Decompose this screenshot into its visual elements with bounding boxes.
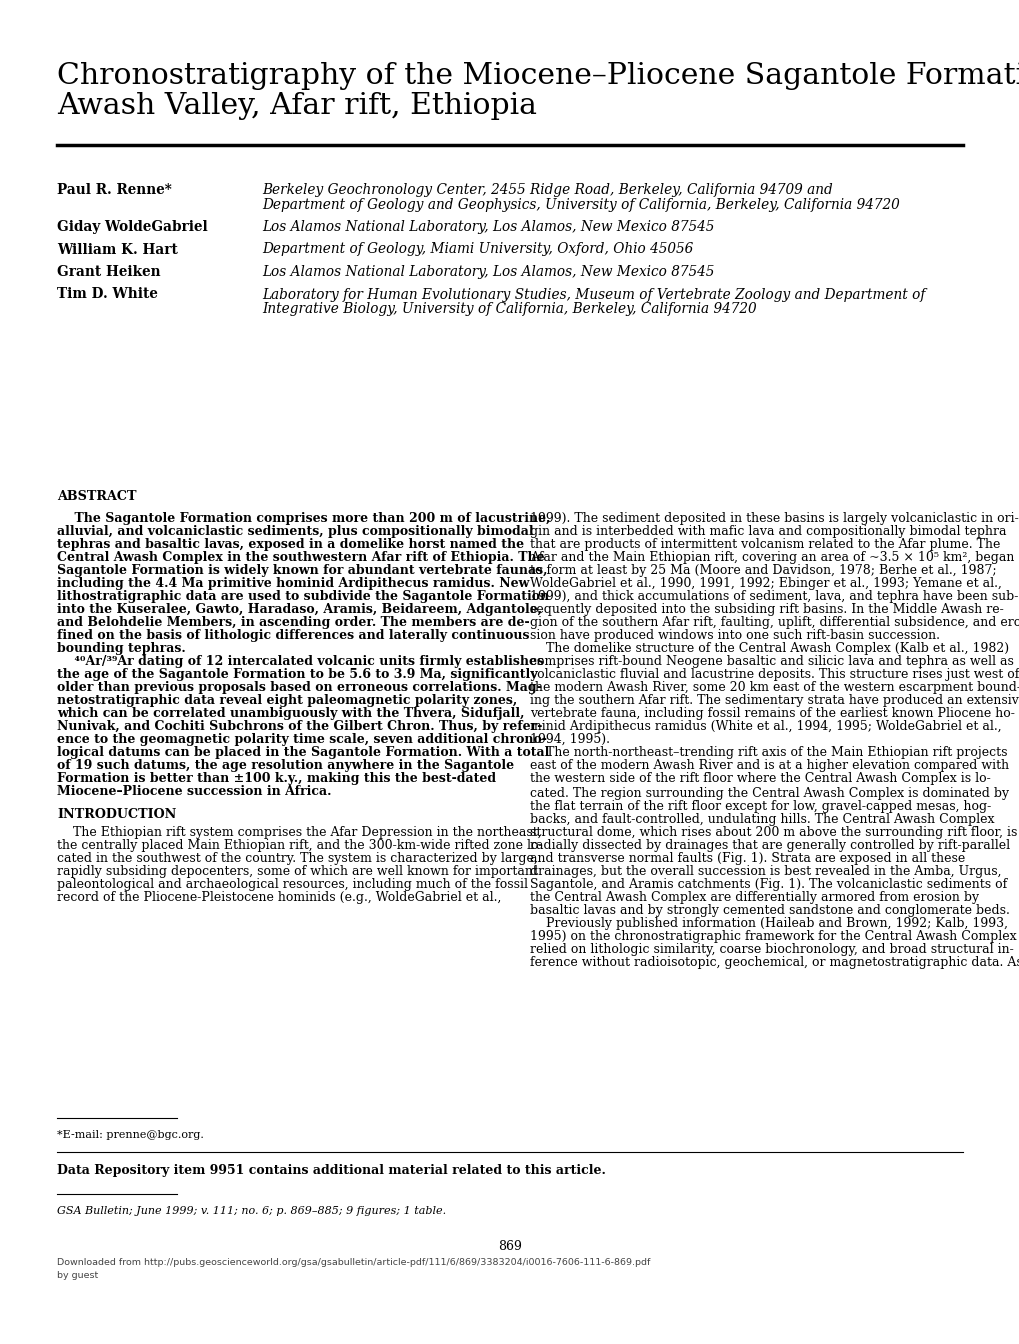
Text: ence to the geomagnetic polarity time scale, seven additional chrono-: ence to the geomagnetic polarity time sc… (57, 732, 546, 746)
Text: into the Kuseralee, Gawto, Haradaso, Aramis, Beidareem, Adgantole,: into the Kuseralee, Gawto, Haradaso, Ara… (57, 603, 541, 616)
Text: older than previous proposals based on erroneous correlations. Mag-: older than previous proposals based on e… (57, 681, 541, 694)
Text: Downloaded from http://pubs.geoscienceworld.org/gsa/gsabulletin/article-pdf/111/: Downloaded from http://pubs.geosciencewo… (57, 1258, 650, 1267)
Text: Miocene–Pliocene succession in Africa.: Miocene–Pliocene succession in Africa. (57, 785, 331, 798)
Text: Grant Heiken: Grant Heiken (57, 265, 160, 280)
Text: GSA Bulletin; June 1999; v. 111; no. 6; p. 869–885; 9 figures; 1 table.: GSA Bulletin; June 1999; v. 111; no. 6; … (57, 1206, 445, 1216)
Text: drainages, but the overall succession is best revealed in the Amba, Urgus,: drainages, but the overall succession is… (530, 866, 1001, 878)
Text: The domelike structure of the Central Awash Complex (Kalb et al., 1982): The domelike structure of the Central Aw… (530, 642, 1008, 655)
Text: vertebrate fauna, including fossil remains of the earliest known Pliocene ho-: vertebrate fauna, including fossil remai… (530, 707, 1014, 720)
Text: Tim D. White: Tim D. White (57, 288, 158, 301)
Text: sequently deposited into the subsiding rift basins. In the Middle Awash re-: sequently deposited into the subsiding r… (530, 603, 1003, 616)
Text: the modern Awash River, some 20 km east of the western escarpment bound-: the modern Awash River, some 20 km east … (530, 681, 1019, 694)
Text: WoldeGabriel et al., 1990, 1991, 1992; Ebinger et al., 1993; Yemane et al.,: WoldeGabriel et al., 1990, 1991, 1992; E… (530, 577, 1001, 590)
Text: Sagantole Formation is widely known for abundant vertebrate faunas,: Sagantole Formation is widely known for … (57, 564, 547, 577)
Text: ABSTRACT: ABSTRACT (57, 491, 137, 503)
Text: ference without radioisotopic, geochemical, or magnetostratigraphic data. As: ference without radioisotopic, geochemic… (530, 956, 1019, 969)
Text: Laboratory for Human Evolutionary Studies, Museum of Vertebrate Zoology and Depa: Laboratory for Human Evolutionary Studie… (262, 288, 924, 301)
Text: bounding tephras.: bounding tephras. (57, 642, 185, 655)
Text: and transverse normal faults (Fig. 1). Strata are exposed in all these: and transverse normal faults (Fig. 1). S… (530, 852, 964, 866)
Text: 1994, 1995).: 1994, 1995). (530, 732, 609, 746)
Text: fined on the basis of lithologic differences and laterally continuous: fined on the basis of lithologic differe… (57, 629, 529, 642)
Text: Previously published information (Haileab and Brown, 1992; Kalb, 1993,: Previously published information (Hailea… (530, 917, 1007, 930)
Text: by guest: by guest (57, 1271, 98, 1279)
Text: lithostratigraphic data are used to subdivide the Sagantole Formation: lithostratigraphic data are used to subd… (57, 590, 548, 603)
Text: Central Awash Complex in the southwestern Afar rift of Ethiopia. The: Central Awash Complex in the southwester… (57, 551, 544, 564)
Text: 1995) on the chronostratigraphic framework for the Central Awash Complex: 1995) on the chronostratigraphic framewo… (530, 930, 1016, 943)
Text: Los Alamos National Laboratory, Los Alamos, New Mexico 87545: Los Alamos National Laboratory, Los Alam… (262, 265, 713, 280)
Text: Awash Valley, Afar rift, Ethiopia: Awash Valley, Afar rift, Ethiopia (57, 91, 536, 120)
Text: the Central Awash Complex are differentially armored from erosion by: the Central Awash Complex are differenti… (530, 891, 978, 905)
Text: relied on lithologic similarity, coarse biochronology, and broad structural in-: relied on lithologic similarity, coarse … (530, 943, 1013, 956)
Text: the flat terrain of the rift floor except for low, gravel-capped mesas, hog-: the flat terrain of the rift floor excep… (530, 800, 990, 813)
Text: the western side of the rift floor where the Central Awash Complex is lo-: the western side of the rift floor where… (530, 771, 989, 785)
Text: structural dome, which rises about 200 m above the surrounding rift floor, is: structural dome, which rises about 200 m… (530, 827, 1016, 839)
Text: gion of the southern Afar rift, faulting, uplift, differential subsidence, and e: gion of the southern Afar rift, faulting… (530, 616, 1019, 629)
Text: minid Ardipithecus ramidus (White et al., 1994, 1995; WoldeGabriel et al.,: minid Ardipithecus ramidus (White et al.… (530, 720, 1001, 732)
Text: Giday WoldeGabriel: Giday WoldeGabriel (57, 220, 208, 234)
Text: logical datums can be placed in the Sagantole Formation. With a total: logical datums can be placed in the Saga… (57, 746, 549, 759)
Text: of 19 such datums, the age resolution anywhere in the Sagantole: of 19 such datums, the age resolution an… (57, 759, 514, 771)
Text: INTRODUCTION: INTRODUCTION (57, 808, 176, 821)
Text: Los Alamos National Laboratory, Los Alamos, New Mexico 87545: Los Alamos National Laboratory, Los Alam… (262, 220, 713, 234)
Text: alluvial, and volcaniclastic sediments, plus compositionally bimodal: alluvial, and volcaniclastic sediments, … (57, 526, 533, 538)
Text: Department of Geology, Miami University, Oxford, Ohio 45056: Department of Geology, Miami University,… (262, 242, 693, 257)
Text: rapidly subsiding depocenters, some of which are well known for important: rapidly subsiding depocenters, some of w… (57, 866, 537, 878)
Text: Integrative Biology, University of California, Berkeley, California 94720: Integrative Biology, University of Calif… (262, 302, 756, 316)
Text: The Ethiopian rift system comprises the Afar Depression in the northeast,: The Ethiopian rift system comprises the … (57, 827, 541, 839)
Text: *E-mail: prenne@bgc.org.: *E-mail: prenne@bgc.org. (57, 1130, 204, 1140)
Text: Paul R. Renne*: Paul R. Renne* (57, 183, 171, 198)
Text: record of the Pliocene-Pleistocene hominids (e.g., WoldeGabriel et al.,: record of the Pliocene-Pleistocene homin… (57, 891, 501, 905)
Text: cated in the southwest of the country. The system is characterized by large,: cated in the southwest of the country. T… (57, 852, 537, 866)
Text: comprises rift-bound Neogene basaltic and silicic lava and tephra as well as: comprises rift-bound Neogene basaltic an… (530, 655, 1013, 668)
Text: Department of Geology and Geophysics, University of California, Berkeley, Califo: Department of Geology and Geophysics, Un… (262, 198, 899, 211)
Text: the centrally placed Main Ethiopian rift, and the 300-km-wide rifted zone lo-: the centrally placed Main Ethiopian rift… (57, 839, 542, 852)
Text: to form at least by 25 Ma (Moore and Davidson, 1978; Berhe et al., 1987;: to form at least by 25 Ma (Moore and Dav… (530, 564, 996, 577)
Text: volcaniclastic fluvial and lacustrine deposits. This structure rises just west o: volcaniclastic fluvial and lacustrine de… (530, 668, 1018, 681)
Text: east of the modern Awash River and is at a higher elevation compared with: east of the modern Awash River and is at… (530, 759, 1008, 771)
Text: Sagantole, and Aramis catchments (Fig. 1). The volcaniclastic sediments of: Sagantole, and Aramis catchments (Fig. 1… (530, 878, 1007, 891)
Text: Data Repository item 9951 contains additional material related to this article.: Data Repository item 9951 contains addit… (57, 1164, 605, 1177)
Text: Berkeley Geochronology Center, 2455 Ridge Road, Berkeley, California 94709 and: Berkeley Geochronology Center, 2455 Ridg… (262, 183, 832, 198)
Text: The north-northeast–trending rift axis of the Main Ethiopian rift projects: The north-northeast–trending rift axis o… (530, 746, 1007, 759)
Text: 869: 869 (497, 1241, 522, 1253)
Text: The Sagantole Formation comprises more than 200 m of lacustrine,: The Sagantole Formation comprises more t… (57, 512, 550, 526)
Text: gin and is interbedded with mafic lava and compositionally bimodal tephra: gin and is interbedded with mafic lava a… (530, 526, 1006, 538)
Text: paleontological and archaeological resources, including much of the fossil: paleontological and archaeological resou… (57, 878, 528, 891)
Text: sion have produced windows into one such rift-basin succession.: sion have produced windows into one such… (530, 629, 940, 642)
Text: including the 4.4 Ma primitive hominid Ardipithecus ramidus. New: including the 4.4 Ma primitive hominid A… (57, 577, 529, 590)
Text: cated. The region surrounding the Central Awash Complex is dominated by: cated. The region surrounding the Centra… (530, 788, 1008, 800)
Text: 1999). The sediment deposited in these basins is largely volcaniclastic in ori-: 1999). The sediment deposited in these b… (530, 512, 1018, 526)
Text: Afar and the Main Ethiopian rift, covering an area of ~3.5 × 10⁵ km², began: Afar and the Main Ethiopian rift, coveri… (530, 551, 1013, 564)
Text: ⁴⁰Ar/³⁹Ar dating of 12 intercalated volcanic units firmly establishes: ⁴⁰Ar/³⁹Ar dating of 12 intercalated volc… (57, 655, 543, 668)
Text: radially dissected by drainages that are generally controlled by rift-parallel: radially dissected by drainages that are… (530, 839, 1009, 852)
Text: that are products of intermittent volcanism related to the Afar plume. The: that are products of intermittent volcan… (530, 538, 1000, 551)
Text: Nunivak, and Cochiti Subchrons of the Gilbert Chron. Thus, by refer-: Nunivak, and Cochiti Subchrons of the Gi… (57, 720, 542, 732)
Text: tephras and basaltic lavas, exposed in a domelike horst named the: tephras and basaltic lavas, exposed in a… (57, 538, 524, 551)
Text: netostratigraphic data reveal eight paleomagnetic polarity zones,: netostratigraphic data reveal eight pale… (57, 694, 517, 707)
Text: Formation is better than ±100 k.y., making this the best-dated: Formation is better than ±100 k.y., maki… (57, 771, 495, 785)
Text: ing the southern Afar rift. The sedimentary strata have produced an extensive: ing the southern Afar rift. The sediment… (530, 694, 1019, 707)
Text: 1999), and thick accumulations of sediment, lava, and tephra have been sub-: 1999), and thick accumulations of sedime… (530, 590, 1017, 603)
Text: William K. Hart: William K. Hart (57, 242, 177, 257)
Text: and Belohdelie Members, in ascending order. The members are de-: and Belohdelie Members, in ascending ord… (57, 616, 529, 629)
Text: the age of the Sagantole Formation to be 5.6 to 3.9 Ma, significantly: the age of the Sagantole Formation to be… (57, 668, 537, 681)
Text: which can be correlated unambiguously with the Thvera, Sidufjall,: which can be correlated unambiguously wi… (57, 707, 524, 720)
Text: Chronostratigraphy of the Miocene–Pliocene Sagantole Formation, Middle: Chronostratigraphy of the Miocene–Plioce… (57, 62, 1019, 90)
Text: backs, and fault-controlled, undulating hills. The Central Awash Complex: backs, and fault-controlled, undulating … (530, 813, 994, 827)
Text: basaltic lavas and by strongly cemented sandstone and conglomerate beds.: basaltic lavas and by strongly cemented … (530, 905, 1009, 917)
